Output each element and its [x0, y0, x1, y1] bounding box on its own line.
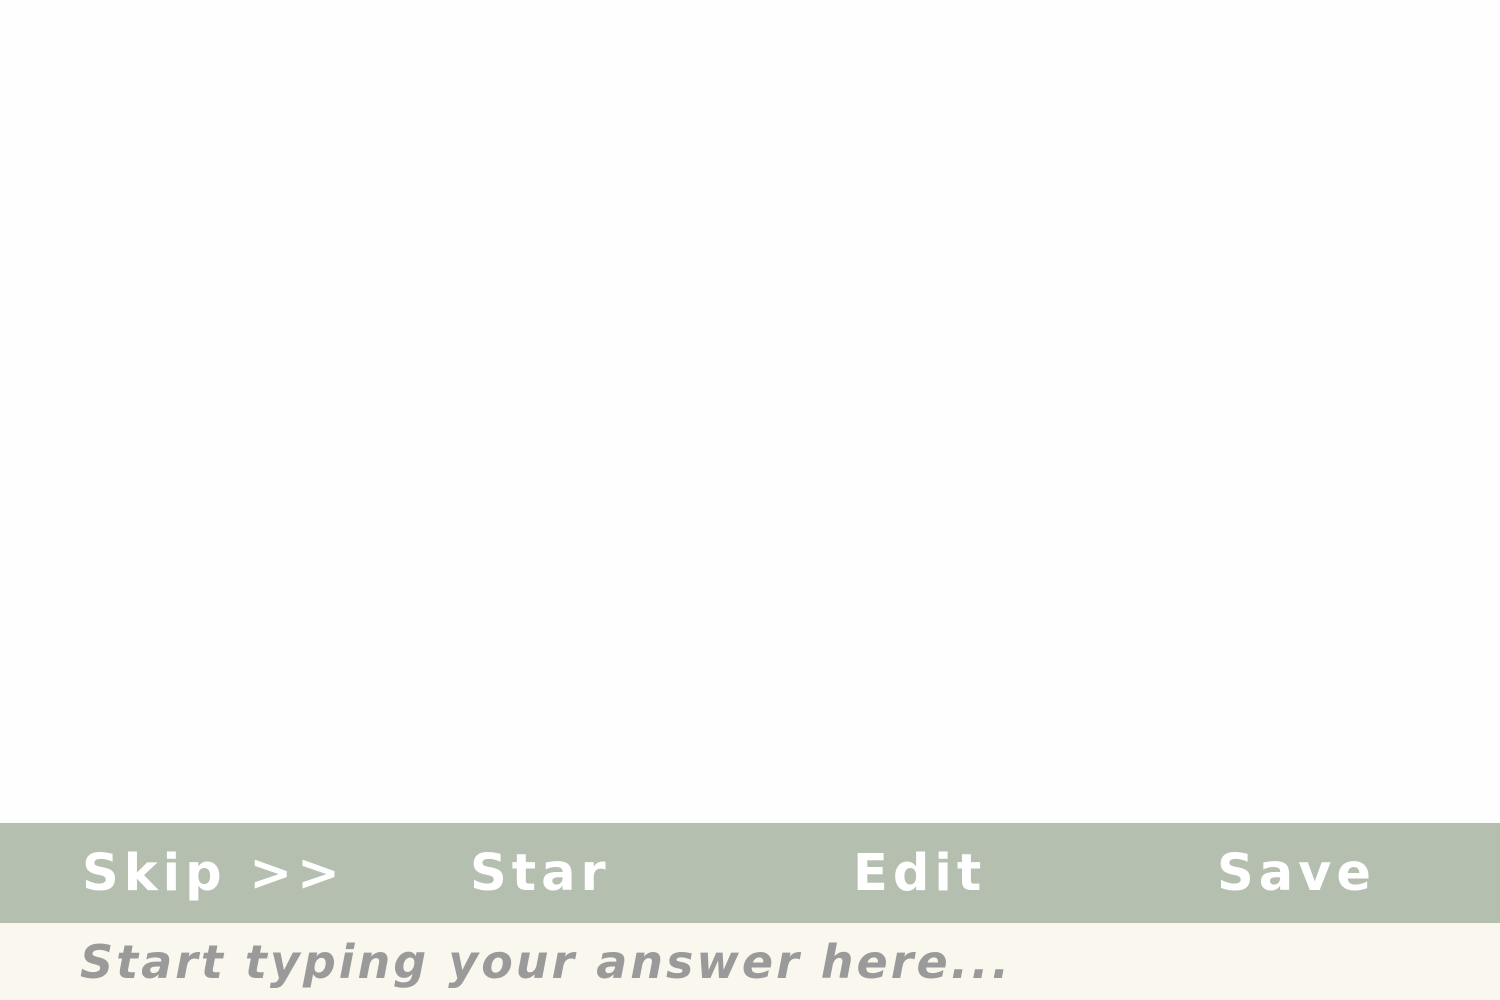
- answer-bar: [0, 923, 1500, 1000]
- star-button[interactable]: Star: [470, 843, 611, 903]
- save-button[interactable]: Save: [1217, 843, 1376, 903]
- action-toolbar: Skip >> Star Edit Save: [0, 823, 1500, 923]
- content-area: [0, 0, 1500, 823]
- skip-button[interactable]: Skip >>: [82, 843, 345, 903]
- answer-input[interactable]: [0, 923, 1500, 1000]
- edit-button[interactable]: Edit: [853, 843, 987, 903]
